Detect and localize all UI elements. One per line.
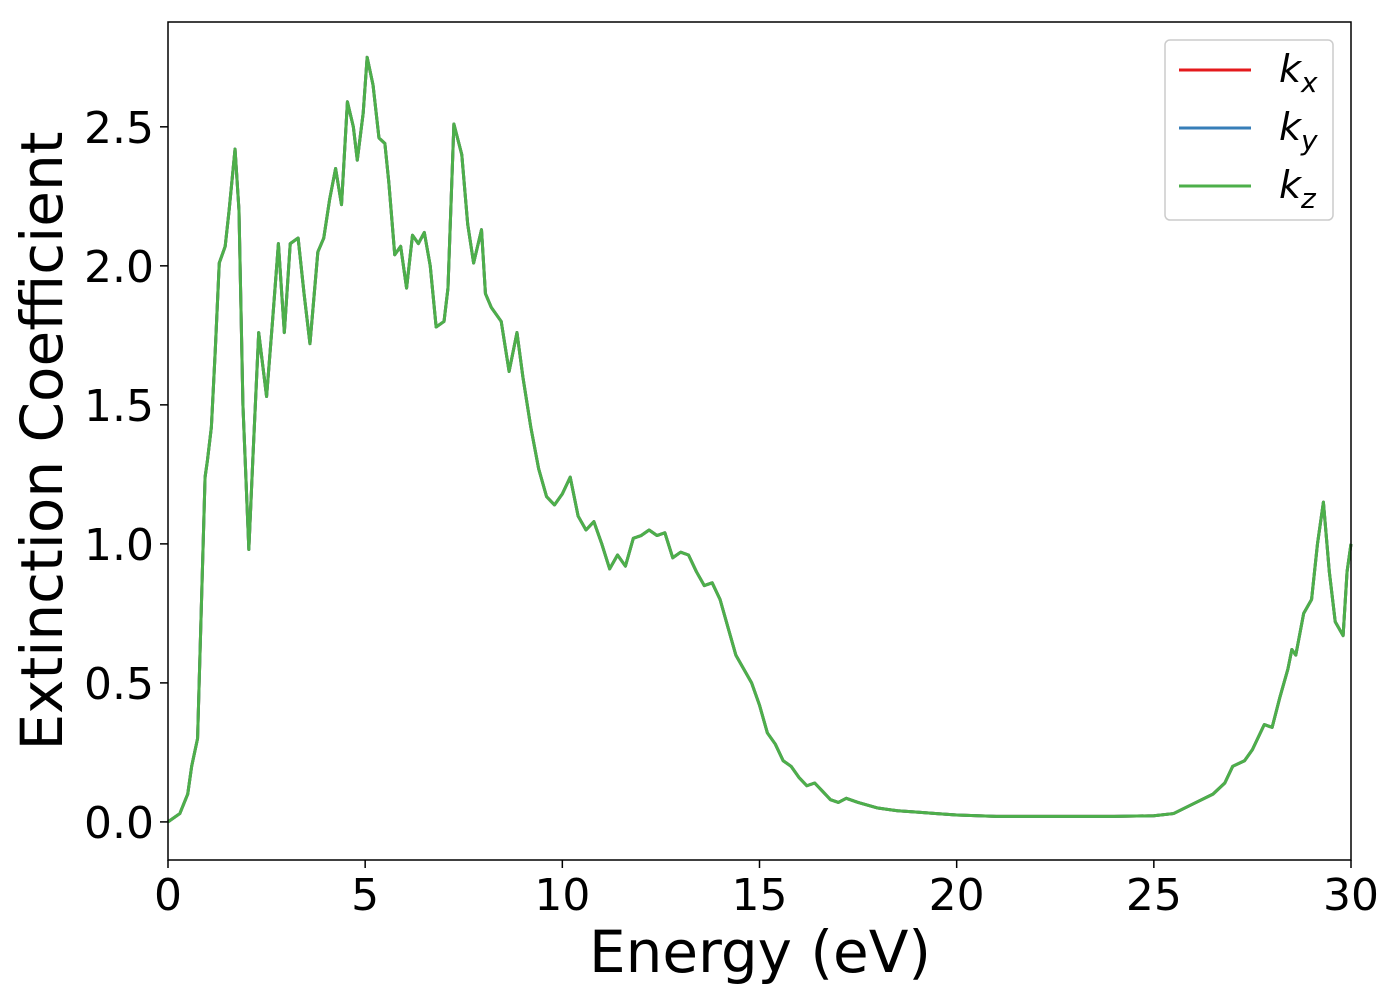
y-tick-label: 1.0	[84, 520, 154, 571]
y-tick-label: 0.5	[84, 659, 154, 710]
y-tick-label: 2.5	[84, 103, 154, 154]
series-line	[167, 55, 1353, 824]
x-tick-label: 5	[351, 870, 379, 921]
plot-frame	[167, 21, 1352, 861]
y-axis-label: Extinction Coefficient	[8, 132, 76, 751]
x-tick-label: 10	[534, 870, 590, 921]
x-tick-label: 20	[929, 870, 985, 921]
legend-label: kx	[1279, 47, 1318, 99]
x-tick-label: 0	[154, 870, 182, 921]
y-tick-label: 1.5	[84, 381, 154, 432]
legend-box	[1164, 39, 1334, 221]
x-tick-label: 30	[1323, 870, 1379, 921]
y-tick-label: 0.0	[84, 798, 154, 849]
legend-label: kz	[1279, 163, 1317, 215]
x-axis-label: Energy (eV)	[589, 918, 931, 986]
y-tick-label: 2.0	[84, 242, 154, 293]
x-tick-label: 25	[1126, 870, 1182, 921]
legend-label: ky	[1279, 105, 1318, 157]
x-tick-label: 15	[732, 870, 788, 921]
